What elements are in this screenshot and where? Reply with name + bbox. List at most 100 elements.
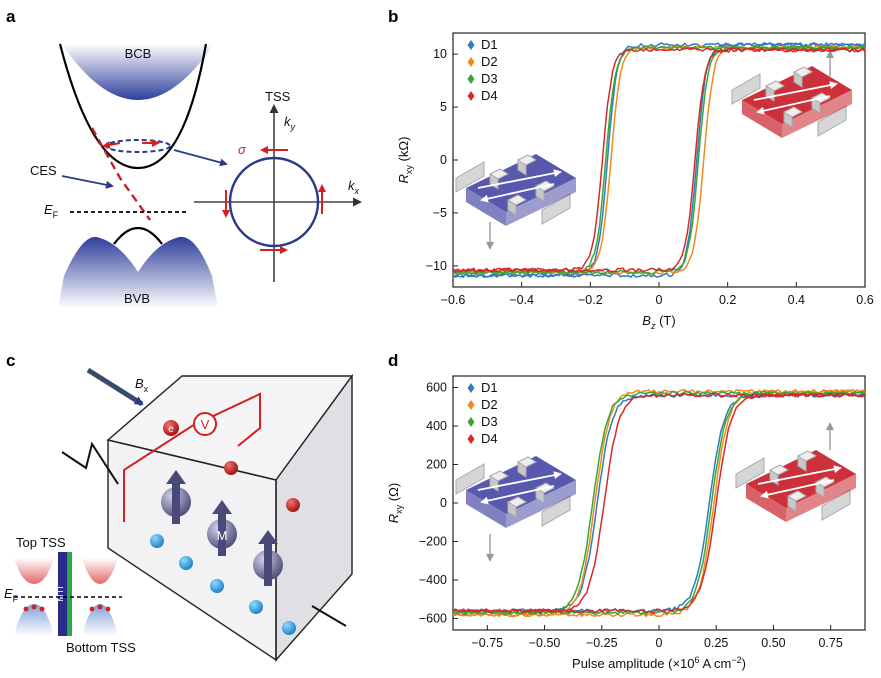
electron-blue-1	[150, 534, 164, 548]
voltmeter-label: V	[201, 417, 210, 432]
x-tick-label: −0.2	[578, 293, 603, 307]
device-pad	[507, 501, 517, 518]
x-tick-label: 0.2	[719, 293, 736, 307]
ef-label-c: EF	[4, 586, 19, 604]
bx-field-arrow	[86, 367, 144, 407]
hall-bar-device	[735, 450, 856, 522]
x-tick-label: −0.50	[529, 636, 561, 650]
y-tick-label: −400	[419, 573, 447, 587]
device-current-arrow-a	[757, 465, 842, 485]
panel-label-c: c	[6, 351, 15, 370]
y-tick-label: 5	[440, 100, 447, 114]
moment-arrow-3	[258, 530, 278, 586]
panel-label-a: a	[6, 7, 16, 26]
legend-label-d3: D3	[481, 71, 498, 86]
legend-marker-d4	[467, 91, 475, 101]
x-tick-label: 0.25	[704, 636, 728, 650]
device-pad	[787, 495, 797, 512]
device-channel-side	[466, 490, 506, 528]
device-pad	[517, 159, 527, 176]
y-tick-label: 600	[426, 381, 447, 395]
series-d4-down-sweep	[452, 47, 866, 273]
top-tss-right-cone	[82, 558, 118, 584]
moment-arrow-1	[166, 470, 186, 524]
y-axis-label: Rxy (kΩ)	[396, 137, 414, 184]
series-d4-down-sweep	[452, 392, 866, 614]
device-channel-side	[742, 100, 782, 138]
electron-blue-5	[282, 621, 296, 635]
hall-bar-device	[731, 66, 852, 138]
device-channel-front	[786, 474, 856, 522]
device-pad	[517, 461, 527, 478]
panel-b: b −0.6 −0.4 −0.2 0 0.2 0.4 0.6 −10 −5 0 5 10 Bz (T) R…	[388, 7, 874, 331]
legend-label-d1: D1	[481, 37, 498, 52]
mti-box-front	[107, 439, 277, 662]
device-current-arrow-b	[480, 485, 555, 505]
voltage-probe-circuit	[123, 392, 261, 522]
device-pad	[507, 199, 517, 216]
conduction-dispersion	[58, 43, 208, 170]
y-tick-label: 400	[426, 419, 447, 433]
panel-label-d: d	[388, 351, 398, 370]
device-channel-front	[506, 178, 576, 226]
device-current-arrow-b	[760, 479, 835, 499]
y-tick-label: 0	[440, 496, 447, 510]
legend-label-d1: D1	[481, 380, 498, 395]
ef-label-a: EF	[44, 202, 59, 220]
x-axis-label: Pulse amplitude (×106 A cm−2)	[572, 655, 746, 671]
chart-b: −0.6 −0.4 −0.2 0 0.2 0.4 0.6 −10 −5 0 5 10 Bz (T) Rxy…	[396, 32, 874, 331]
device-contact	[731, 73, 761, 105]
hall-bar-device	[455, 154, 576, 226]
legend-marker-d2	[467, 400, 475, 410]
y-tick-label: 0	[440, 153, 447, 167]
electron-red-2	[224, 461, 238, 475]
panel-d: d −0.75 −0.50 −0.25 0 0.25 0.50 0.75 −600 −400 −2…	[386, 351, 866, 671]
series-d2-down-sweep	[452, 388, 866, 618]
dot-6	[105, 606, 111, 612]
panel-label-b: b	[388, 7, 398, 26]
moment-arrow-2	[212, 500, 232, 556]
hall-bar-device	[455, 456, 576, 528]
mti-layer-blue	[58, 552, 67, 636]
device-channel-front	[506, 480, 576, 528]
y-tick-label: −200	[419, 534, 447, 548]
voltmeter-icon	[193, 412, 217, 436]
ces-label: CES	[30, 163, 57, 178]
device-current-arrow-b	[756, 95, 831, 115]
device-contact	[735, 457, 765, 489]
x-tick-label: 0.75	[818, 636, 842, 650]
dot-3	[39, 606, 45, 612]
dot-5	[97, 604, 103, 610]
x-tick-label: 0	[656, 636, 663, 650]
x-tick-label: 0	[656, 293, 663, 307]
legend-label-d3: D3	[481, 414, 498, 429]
x-tick-label: −0.6	[441, 293, 466, 307]
chart-d: −0.75 −0.50 −0.25 0 0.25 0.50 0.75 −600 −400 −200…	[386, 375, 866, 671]
bvb-label: BVB	[124, 291, 150, 306]
legend-label-d4: D4	[481, 431, 498, 446]
moment-label: M	[217, 528, 228, 543]
legend-label-d2: D2	[481, 397, 498, 412]
legend-marker-d1	[467, 383, 475, 393]
device-pad	[815, 481, 825, 498]
tss-pointer-arrow	[173, 149, 228, 167]
legend-label-d2: D2	[481, 54, 498, 69]
device-pad	[797, 455, 807, 472]
legend-marker-d3	[467, 417, 475, 427]
x-tick-label: 0.4	[788, 293, 805, 307]
device-contact	[455, 161, 485, 193]
electron-blue-3	[210, 579, 224, 593]
device-current-arrow-a	[753, 81, 838, 101]
bx-label: Bx	[135, 376, 149, 394]
ky-label: ky	[284, 114, 296, 132]
current-lead-right	[311, 605, 347, 627]
legend-marker-d2	[467, 57, 475, 67]
device-channel-side	[746, 484, 786, 522]
top-tss-label: Top TSS	[16, 535, 66, 550]
device-pad	[535, 185, 545, 202]
y-tick-label: −5	[433, 206, 447, 220]
legend-label-d4: D4	[481, 88, 498, 103]
y-tick-label: −600	[419, 611, 447, 625]
device-pad	[783, 111, 793, 128]
surface-state-line	[90, 127, 151, 221]
